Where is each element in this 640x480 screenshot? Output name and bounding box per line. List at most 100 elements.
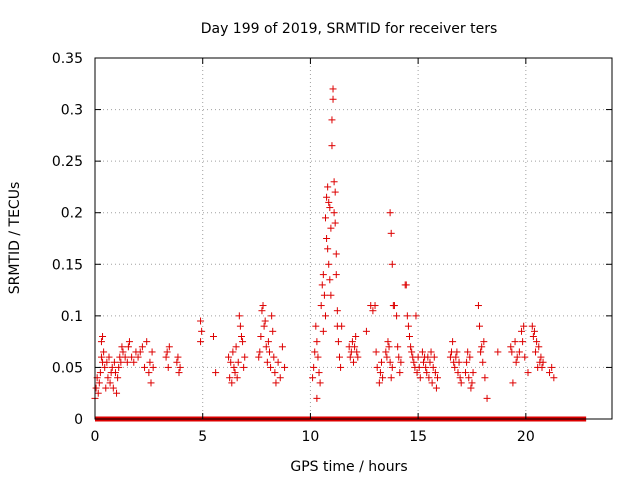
data-point	[457, 379, 465, 387]
data-point	[328, 142, 336, 150]
data-point	[312, 322, 320, 330]
data-point	[110, 358, 118, 366]
data-point	[118, 343, 126, 351]
data-point	[371, 302, 379, 310]
data-point	[507, 343, 515, 351]
data-point	[274, 358, 282, 366]
x-tick-label: 15	[409, 429, 427, 445]
data-point	[263, 358, 271, 366]
data-point	[164, 363, 172, 371]
data-point	[351, 343, 359, 351]
data-point	[397, 358, 405, 366]
x-axis-ticks: 0 5 10 15 20	[91, 58, 535, 445]
y-tick-label: 0.05	[52, 360, 83, 376]
data-point	[481, 374, 489, 382]
plot-frame	[94, 57, 613, 420]
data-point	[463, 358, 471, 366]
data-point	[232, 343, 240, 351]
data-point	[148, 348, 156, 356]
data-point	[388, 363, 396, 371]
data-point	[550, 374, 558, 382]
data-point	[119, 348, 127, 356]
data-point	[96, 369, 104, 377]
data-point	[197, 338, 205, 346]
data-point	[383, 353, 391, 361]
data-point	[128, 353, 136, 361]
data-point	[546, 369, 554, 377]
data-point	[173, 358, 181, 366]
data-points	[91, 85, 558, 402]
data-point	[257, 332, 265, 340]
data-point	[270, 353, 278, 361]
data-point	[271, 369, 279, 377]
data-point	[431, 369, 439, 377]
data-point	[434, 374, 442, 382]
data-point	[319, 327, 327, 335]
data-point	[330, 178, 338, 186]
chart-title: Day 199 of 2019, SRMTID for receiver ter…	[201, 21, 498, 37]
data-point	[332, 271, 340, 279]
data-point	[256, 348, 264, 356]
data-point	[262, 343, 270, 351]
data-point	[386, 209, 394, 217]
data-point	[230, 363, 238, 371]
data-point	[318, 281, 326, 289]
data-point	[452, 353, 460, 361]
data-point	[331, 188, 339, 196]
data-point	[109, 384, 117, 392]
y-tick-label: 0.3	[61, 103, 83, 119]
data-point	[465, 374, 473, 382]
data-point	[268, 312, 276, 320]
data-point	[469, 369, 477, 377]
data-point	[255, 353, 263, 361]
data-point	[321, 214, 329, 222]
data-point	[455, 358, 463, 366]
data-point	[328, 116, 336, 124]
data-point	[261, 317, 269, 325]
data-point	[372, 348, 380, 356]
data-point	[386, 358, 394, 366]
data-point	[146, 358, 154, 366]
data-point	[466, 353, 474, 361]
data-point	[147, 379, 155, 387]
data-point	[174, 353, 182, 361]
data-point	[326, 276, 334, 284]
data-point	[464, 348, 472, 356]
data-point	[413, 369, 421, 377]
data-point	[264, 338, 272, 346]
data-point	[108, 363, 116, 371]
data-point	[335, 353, 343, 361]
data-point	[449, 338, 457, 346]
data-point	[209, 332, 217, 340]
y-axis-ticks: 0 0.05 0.1 0.15 0.2 0.25 0.3 0.35	[52, 51, 612, 428]
data-point	[276, 374, 284, 382]
data-point	[321, 312, 329, 320]
data-point	[512, 358, 520, 366]
data-point	[428, 379, 436, 387]
data-point	[494, 348, 502, 356]
data-point	[102, 384, 110, 392]
data-point	[402, 281, 410, 289]
data-point	[269, 327, 277, 335]
data-point	[141, 363, 149, 371]
data-point	[317, 302, 325, 310]
data-point	[278, 343, 286, 351]
data-point	[476, 322, 484, 330]
data-point	[429, 363, 437, 371]
x-tick-label: 10	[302, 429, 320, 445]
data-point	[149, 363, 157, 371]
data-point	[388, 260, 396, 268]
data-point	[97, 338, 105, 346]
data-point	[113, 389, 121, 397]
x-tick-label: 5	[198, 429, 207, 445]
data-point	[387, 229, 395, 237]
data-point	[176, 363, 184, 371]
data-point	[369, 307, 377, 315]
data-point	[337, 363, 345, 371]
data-point	[226, 374, 234, 382]
data-point	[432, 384, 440, 392]
data-point	[145, 369, 153, 377]
data-point	[123, 358, 131, 366]
data-point	[376, 369, 384, 377]
